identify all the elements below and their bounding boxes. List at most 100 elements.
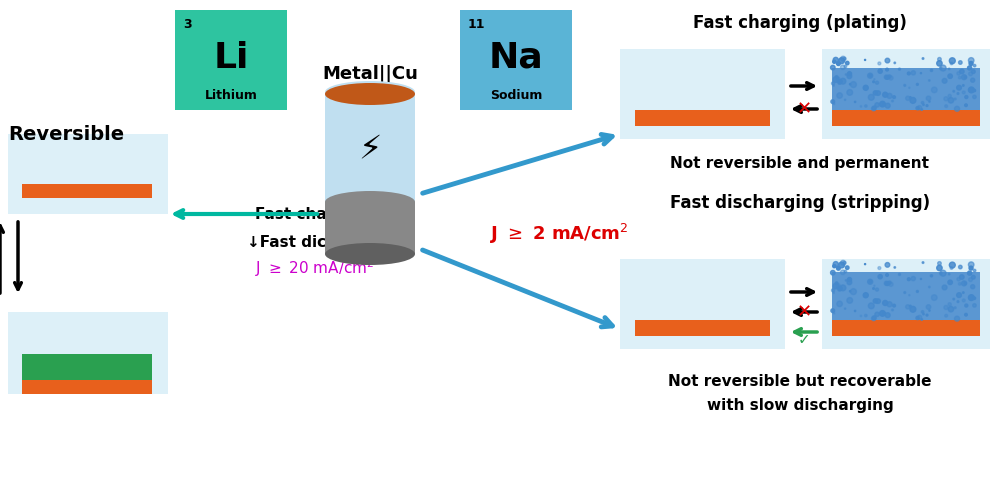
Circle shape xyxy=(878,62,881,65)
Circle shape xyxy=(874,79,875,80)
Circle shape xyxy=(873,299,878,303)
Circle shape xyxy=(969,61,973,66)
Circle shape xyxy=(926,105,928,106)
Circle shape xyxy=(940,270,946,276)
Circle shape xyxy=(841,261,845,265)
Circle shape xyxy=(885,58,890,63)
Circle shape xyxy=(854,310,856,311)
Bar xyxy=(325,92,415,204)
Circle shape xyxy=(844,308,846,309)
Circle shape xyxy=(894,267,896,268)
Circle shape xyxy=(909,87,910,88)
Circle shape xyxy=(892,309,893,311)
Circle shape xyxy=(831,309,835,312)
Circle shape xyxy=(880,310,885,316)
Circle shape xyxy=(889,76,893,80)
Circle shape xyxy=(831,100,835,103)
Circle shape xyxy=(973,303,976,307)
Circle shape xyxy=(894,62,896,64)
Circle shape xyxy=(926,305,931,309)
Bar xyxy=(22,354,152,380)
Circle shape xyxy=(942,79,947,83)
Circle shape xyxy=(953,90,955,92)
Circle shape xyxy=(845,266,849,270)
Circle shape xyxy=(872,316,876,320)
Circle shape xyxy=(910,305,911,307)
Circle shape xyxy=(918,105,922,109)
Circle shape xyxy=(876,299,880,303)
Bar xyxy=(832,110,980,126)
Circle shape xyxy=(873,288,874,289)
Circle shape xyxy=(871,107,876,111)
Circle shape xyxy=(831,271,835,275)
Circle shape xyxy=(965,104,967,106)
Circle shape xyxy=(888,75,891,78)
Circle shape xyxy=(960,69,964,74)
Circle shape xyxy=(949,262,955,268)
Circle shape xyxy=(833,57,838,62)
Circle shape xyxy=(955,106,960,111)
Circle shape xyxy=(875,288,879,291)
Circle shape xyxy=(868,279,873,284)
Bar xyxy=(832,68,980,110)
Circle shape xyxy=(940,67,942,70)
Circle shape xyxy=(949,58,955,64)
Circle shape xyxy=(884,75,889,79)
Text: ✕: ✕ xyxy=(796,100,812,118)
Circle shape xyxy=(940,65,946,71)
Circle shape xyxy=(833,283,839,289)
Circle shape xyxy=(929,286,930,288)
Circle shape xyxy=(840,285,846,291)
Circle shape xyxy=(839,286,842,290)
Circle shape xyxy=(968,295,974,300)
Circle shape xyxy=(839,262,845,268)
Circle shape xyxy=(968,66,972,70)
Circle shape xyxy=(957,301,959,302)
Circle shape xyxy=(841,270,845,275)
Circle shape xyxy=(875,312,879,317)
Circle shape xyxy=(962,281,967,286)
Circle shape xyxy=(863,293,868,298)
Circle shape xyxy=(844,99,846,100)
Circle shape xyxy=(904,85,906,86)
Circle shape xyxy=(837,93,842,98)
Circle shape xyxy=(835,76,838,78)
Circle shape xyxy=(965,304,968,307)
Circle shape xyxy=(854,101,856,102)
Text: ✕: ✕ xyxy=(796,303,812,321)
Circle shape xyxy=(849,291,851,292)
Ellipse shape xyxy=(325,81,415,103)
Circle shape xyxy=(865,264,866,265)
Circle shape xyxy=(836,77,840,82)
Circle shape xyxy=(969,278,972,282)
Circle shape xyxy=(968,87,974,93)
Circle shape xyxy=(865,105,867,107)
Text: ↓Fast dicharging: ↓Fast dicharging xyxy=(247,234,392,249)
Circle shape xyxy=(937,60,942,66)
Circle shape xyxy=(959,61,962,65)
Circle shape xyxy=(937,265,942,271)
Text: Sodium: Sodium xyxy=(490,89,542,102)
Text: Metal||Cu: Metal||Cu xyxy=(322,65,418,83)
Circle shape xyxy=(968,271,972,275)
Circle shape xyxy=(957,278,960,281)
Circle shape xyxy=(850,82,856,88)
Circle shape xyxy=(874,285,875,286)
Circle shape xyxy=(954,307,956,308)
Circle shape xyxy=(885,103,890,108)
Circle shape xyxy=(930,70,933,72)
Circle shape xyxy=(950,267,953,269)
Circle shape xyxy=(948,74,952,79)
Circle shape xyxy=(873,91,878,95)
Bar xyxy=(325,202,415,254)
Circle shape xyxy=(887,302,892,307)
Circle shape xyxy=(948,274,950,275)
Circle shape xyxy=(865,59,866,60)
Circle shape xyxy=(835,282,838,284)
Circle shape xyxy=(886,76,889,79)
Circle shape xyxy=(865,314,867,317)
Ellipse shape xyxy=(325,243,415,265)
Circle shape xyxy=(945,314,948,317)
Circle shape xyxy=(872,106,876,110)
Text: 11: 11 xyxy=(468,18,486,31)
